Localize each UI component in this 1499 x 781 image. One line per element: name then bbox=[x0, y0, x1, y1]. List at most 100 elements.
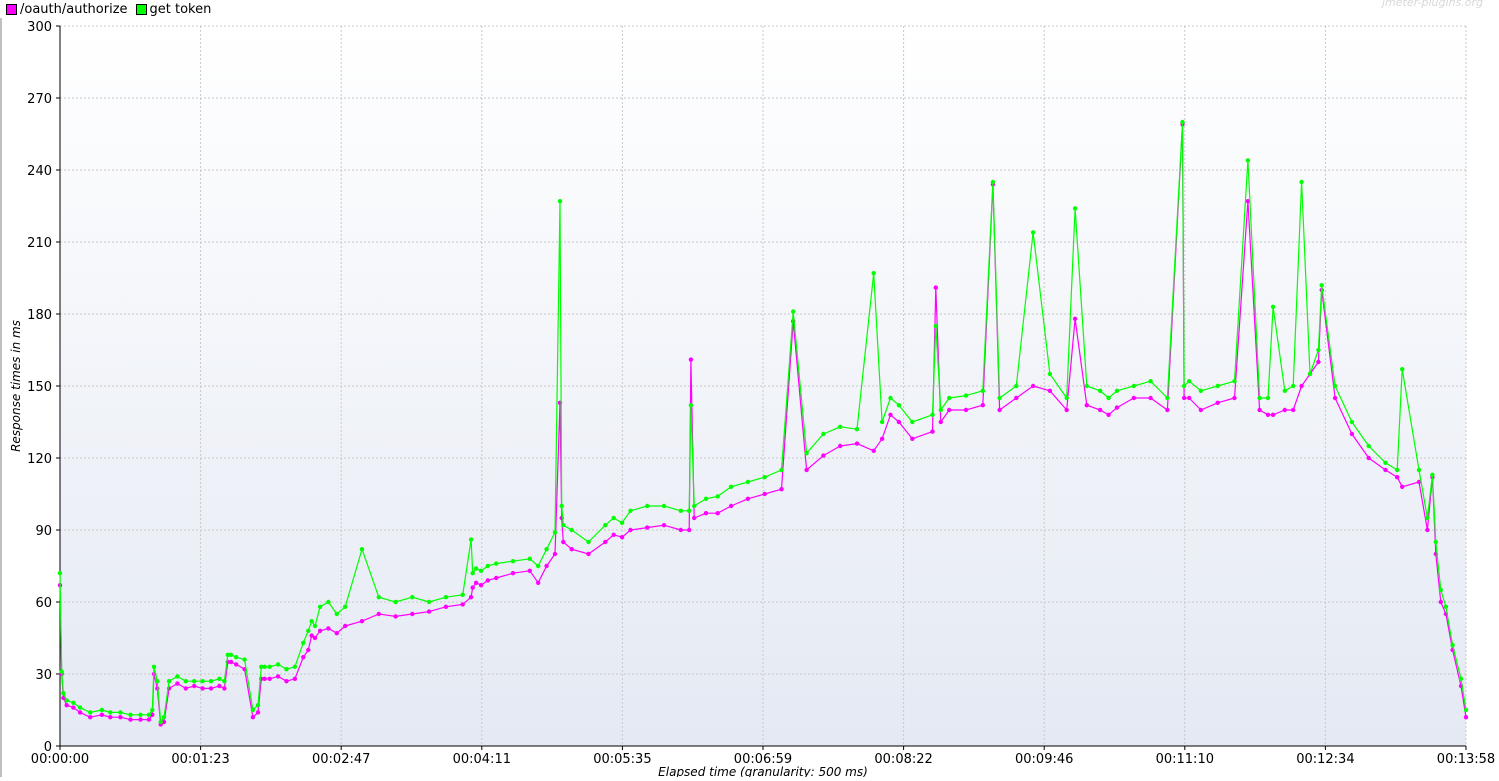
series-point-1 bbox=[678, 508, 683, 513]
y-tick-label: 30 bbox=[35, 668, 52, 683]
series-point-0 bbox=[1106, 412, 1111, 417]
series-point-1 bbox=[715, 494, 720, 499]
series-point-1 bbox=[1270, 304, 1276, 309]
y-axis-title: Response times in ms bbox=[9, 320, 23, 452]
series-point-1 bbox=[128, 712, 133, 717]
legend-label-authorize: /oauth/authorize bbox=[20, 1, 128, 17]
series-point-0 bbox=[1270, 412, 1276, 417]
series-point-0 bbox=[536, 580, 541, 585]
series-point-1 bbox=[804, 451, 809, 456]
series-point-1 bbox=[208, 679, 214, 684]
series-point-0 bbox=[1014, 395, 1019, 401]
series-point-1 bbox=[108, 710, 113, 715]
series-point-0 bbox=[234, 662, 239, 667]
series-point-0 bbox=[1349, 431, 1355, 437]
series-point-1 bbox=[292, 664, 298, 669]
series-point-1 bbox=[255, 703, 261, 708]
series-point-0 bbox=[443, 604, 449, 609]
series-point-1 bbox=[762, 475, 767, 480]
series-point-0 bbox=[478, 583, 484, 588]
series-point-1 bbox=[242, 657, 247, 662]
series-point-1 bbox=[1131, 383, 1137, 389]
series-point-0 bbox=[762, 491, 767, 497]
series-point-1 bbox=[1400, 367, 1405, 372]
series-point-0 bbox=[393, 614, 398, 619]
series-point-1 bbox=[938, 407, 943, 413]
series-point-0 bbox=[222, 686, 227, 691]
series-point-1 bbox=[460, 592, 465, 597]
series-point-0 bbox=[779, 487, 784, 492]
x-tick-label: 00:01:23 bbox=[171, 752, 229, 767]
series-point-0 bbox=[1265, 412, 1271, 417]
series-point-0 bbox=[312, 635, 318, 641]
series-point-1 bbox=[687, 508, 692, 513]
series-point-0 bbox=[1299, 383, 1304, 389]
series-point-0 bbox=[485, 578, 490, 583]
series-point-1 bbox=[692, 503, 697, 509]
series-point-1 bbox=[158, 719, 163, 725]
series-point-0 bbox=[183, 686, 188, 691]
series-point-0 bbox=[561, 539, 566, 545]
series-point-1 bbox=[1458, 676, 1464, 681]
series-point-1 bbox=[619, 520, 625, 525]
series-point-0 bbox=[552, 551, 558, 557]
series-point-1 bbox=[527, 556, 532, 561]
x-tick-label: 00:13:58 bbox=[1437, 752, 1495, 767]
x-tick-label: 00:06:59 bbox=[734, 752, 792, 767]
x-tick-label: 00:08:22 bbox=[874, 752, 932, 767]
series-point-0 bbox=[1257, 407, 1262, 413]
series-point-1 bbox=[192, 679, 197, 684]
series-point-1 bbox=[312, 623, 318, 629]
series-point-0 bbox=[1232, 395, 1237, 401]
legend-item-token[interactable]: get token bbox=[135, 2, 211, 17]
series-point-0 bbox=[71, 705, 76, 710]
series-point-1 bbox=[661, 503, 667, 509]
series-point-1 bbox=[510, 559, 516, 564]
series-point-1 bbox=[468, 537, 474, 542]
series-point-1 bbox=[561, 523, 566, 528]
series-point-1 bbox=[1416, 467, 1422, 473]
series-point-1 bbox=[559, 503, 564, 509]
series-point-1 bbox=[947, 395, 952, 401]
series-point-0 bbox=[603, 539, 608, 545]
series-point-0 bbox=[1215, 400, 1220, 405]
series-point-1 bbox=[309, 619, 314, 624]
series-point-1 bbox=[1180, 119, 1185, 125]
series-point-0 bbox=[611, 532, 616, 537]
series-point-1 bbox=[275, 662, 281, 667]
series-point-0 bbox=[473, 580, 479, 585]
legend-item-authorize[interactable]: /oauth/authorize bbox=[6, 2, 128, 17]
series-point-1 bbox=[138, 712, 143, 717]
series-point-0 bbox=[645, 525, 650, 530]
y-tick-label: 90 bbox=[35, 524, 52, 539]
series-point-0 bbox=[938, 419, 943, 425]
series-point-0 bbox=[1282, 407, 1288, 413]
series-point-1 bbox=[1332, 383, 1338, 389]
series-point-0 bbox=[1395, 475, 1400, 480]
legend-swatch-token bbox=[135, 3, 147, 15]
series-point-0 bbox=[896, 419, 902, 425]
y-tick-label: 210 bbox=[27, 236, 52, 251]
series-point-0 bbox=[494, 575, 499, 581]
series-point-0 bbox=[879, 436, 885, 441]
series-point-1 bbox=[161, 715, 167, 720]
series-point-1 bbox=[426, 599, 432, 605]
series-point-0 bbox=[1291, 407, 1296, 413]
series-point-1 bbox=[1148, 379, 1153, 384]
series-point-0 bbox=[569, 547, 574, 552]
x-tick-label: 00:00:00 bbox=[31, 752, 89, 767]
series-point-1 bbox=[990, 179, 996, 185]
x-tick-label: 00:02:47 bbox=[312, 752, 370, 767]
series-point-0 bbox=[1131, 395, 1137, 401]
y-tick-label: 180 bbox=[27, 308, 52, 323]
series-point-0 bbox=[284, 679, 289, 684]
series-point-1 bbox=[779, 467, 784, 473]
series-point-0 bbox=[192, 683, 197, 689]
x-tick-label: 00:11:10 bbox=[1156, 752, 1214, 767]
series-point-0 bbox=[77, 710, 83, 715]
series-point-0 bbox=[208, 686, 214, 691]
series-point-1 bbox=[933, 323, 938, 329]
series-point-1 bbox=[910, 419, 915, 425]
series-point-1 bbox=[1098, 388, 1103, 393]
series-point-1 bbox=[557, 199, 563, 204]
